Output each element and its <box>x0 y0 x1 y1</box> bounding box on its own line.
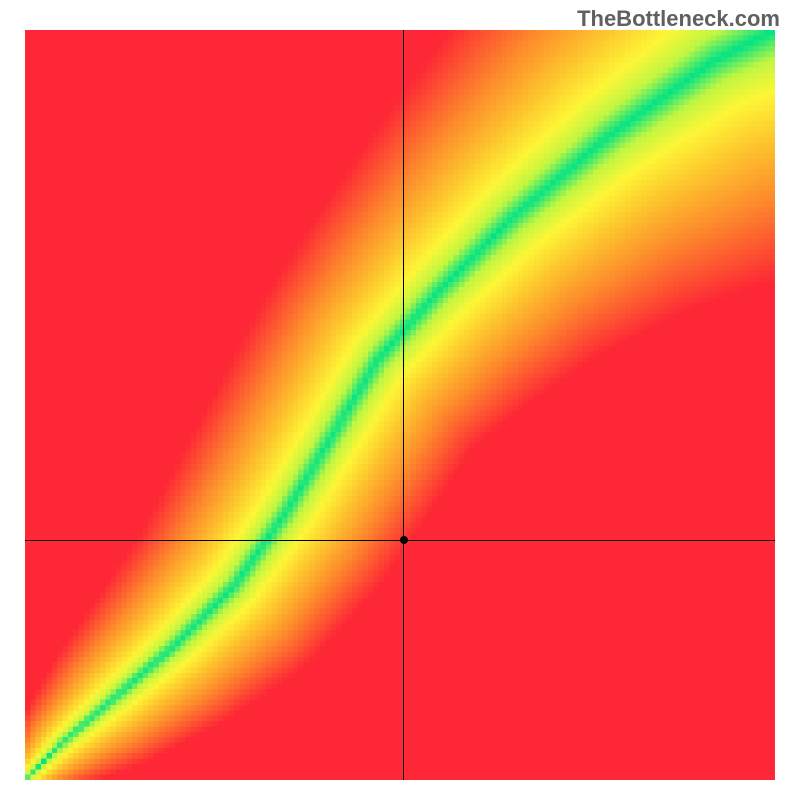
crosshair-dot <box>400 536 408 544</box>
watermark-text: TheBottleneck.com <box>577 6 780 32</box>
crosshair-vertical <box>403 30 404 780</box>
chart-container: TheBottleneck.com <box>0 0 800 800</box>
heatmap-canvas <box>25 30 775 780</box>
plot-frame <box>25 30 775 780</box>
